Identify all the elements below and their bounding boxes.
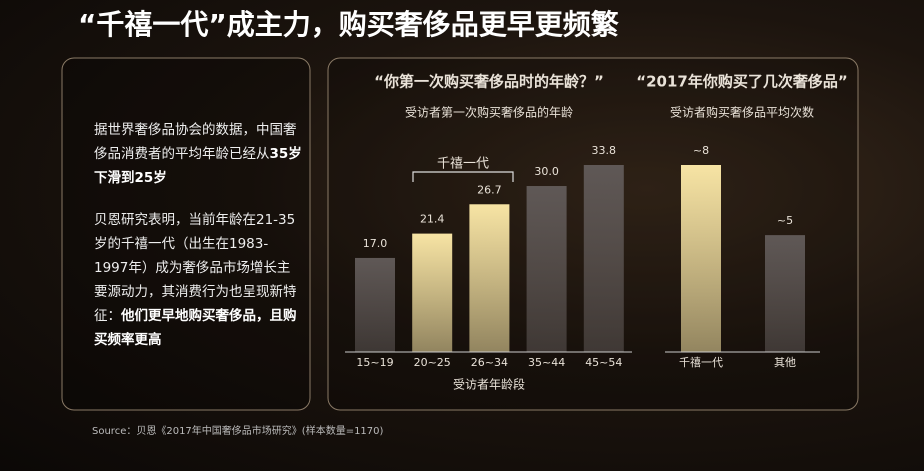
source: Source：贝恩《2017年中国奢侈品市场研究》(样本数量=1170) [92, 424, 384, 437]
x-tick-label: 20~25 [414, 356, 451, 369]
x-tick-label: 26~34 [471, 356, 508, 369]
x-tick-label: 15~19 [356, 356, 393, 369]
bar [583, 165, 624, 352]
value-label: 26.7 [477, 183, 502, 196]
annotation: 千禧一代 [437, 157, 489, 172]
bar [765, 235, 805, 352]
bar [681, 165, 721, 352]
chart-subtitle: 受访者第一次购买奢侈品的年龄 [405, 105, 573, 120]
chart-title: “你第一次购买奢侈品时的年龄？” [374, 73, 604, 91]
text-panel: 据世界奢侈品协会的数据，中国奢侈品消费者的平均年龄已经从35岁下滑到25岁 贝恩… [94, 118, 302, 370]
bar [526, 186, 567, 352]
bar [412, 233, 453, 352]
text: 据世界奢侈品协会的数据，中国奢侈品消费者的平均年龄已经从 [94, 122, 297, 162]
value-label: ~5 [777, 214, 793, 227]
x-tick-label: 45~54 [585, 356, 622, 369]
emphasis: 他们更早地购买奢侈品，且购买频率更高 [94, 308, 297, 348]
value-label: 17.0 [363, 237, 388, 250]
annotation-bracket [412, 171, 514, 182]
value-label: 33.8 [592, 144, 617, 157]
x-tick-label: 35~44 [528, 356, 565, 369]
value-label: 21.4 [420, 213, 445, 226]
x-axis-label: 受访者年龄段 [453, 377, 525, 392]
value-label: 30.0 [534, 165, 559, 178]
paragraph: 据世界奢侈品协会的数据，中国奢侈品消费者的平均年龄已经从35岁下滑到25岁 [94, 118, 302, 190]
left-panel-frame [61, 57, 311, 411]
bar [469, 204, 510, 352]
emphasis: 35岁下滑到25岁 [94, 146, 302, 186]
slide-title: “千禧一代”成主力，购买奢侈品更早更频繁 [78, 8, 620, 41]
bar [355, 257, 395, 352]
x-tick-label: 其他 [774, 356, 796, 369]
chart-subtitle: 受访者购买奢侈品平均次数 [670, 105, 814, 120]
value-label: ~8 [693, 144, 709, 157]
text: 贝恩研究表明，当前年龄在21-35岁的千禧一代（出生在1983-1997年）成为… [94, 212, 297, 324]
chart-title: “2017年你购买了几次奢侈品” [636, 73, 847, 91]
paragraph: 贝恩研究表明，当前年龄在21-35岁的千禧一代（出生在1983-1997年）成为… [94, 208, 302, 352]
x-tick-label: 千禧一代 [679, 356, 723, 369]
